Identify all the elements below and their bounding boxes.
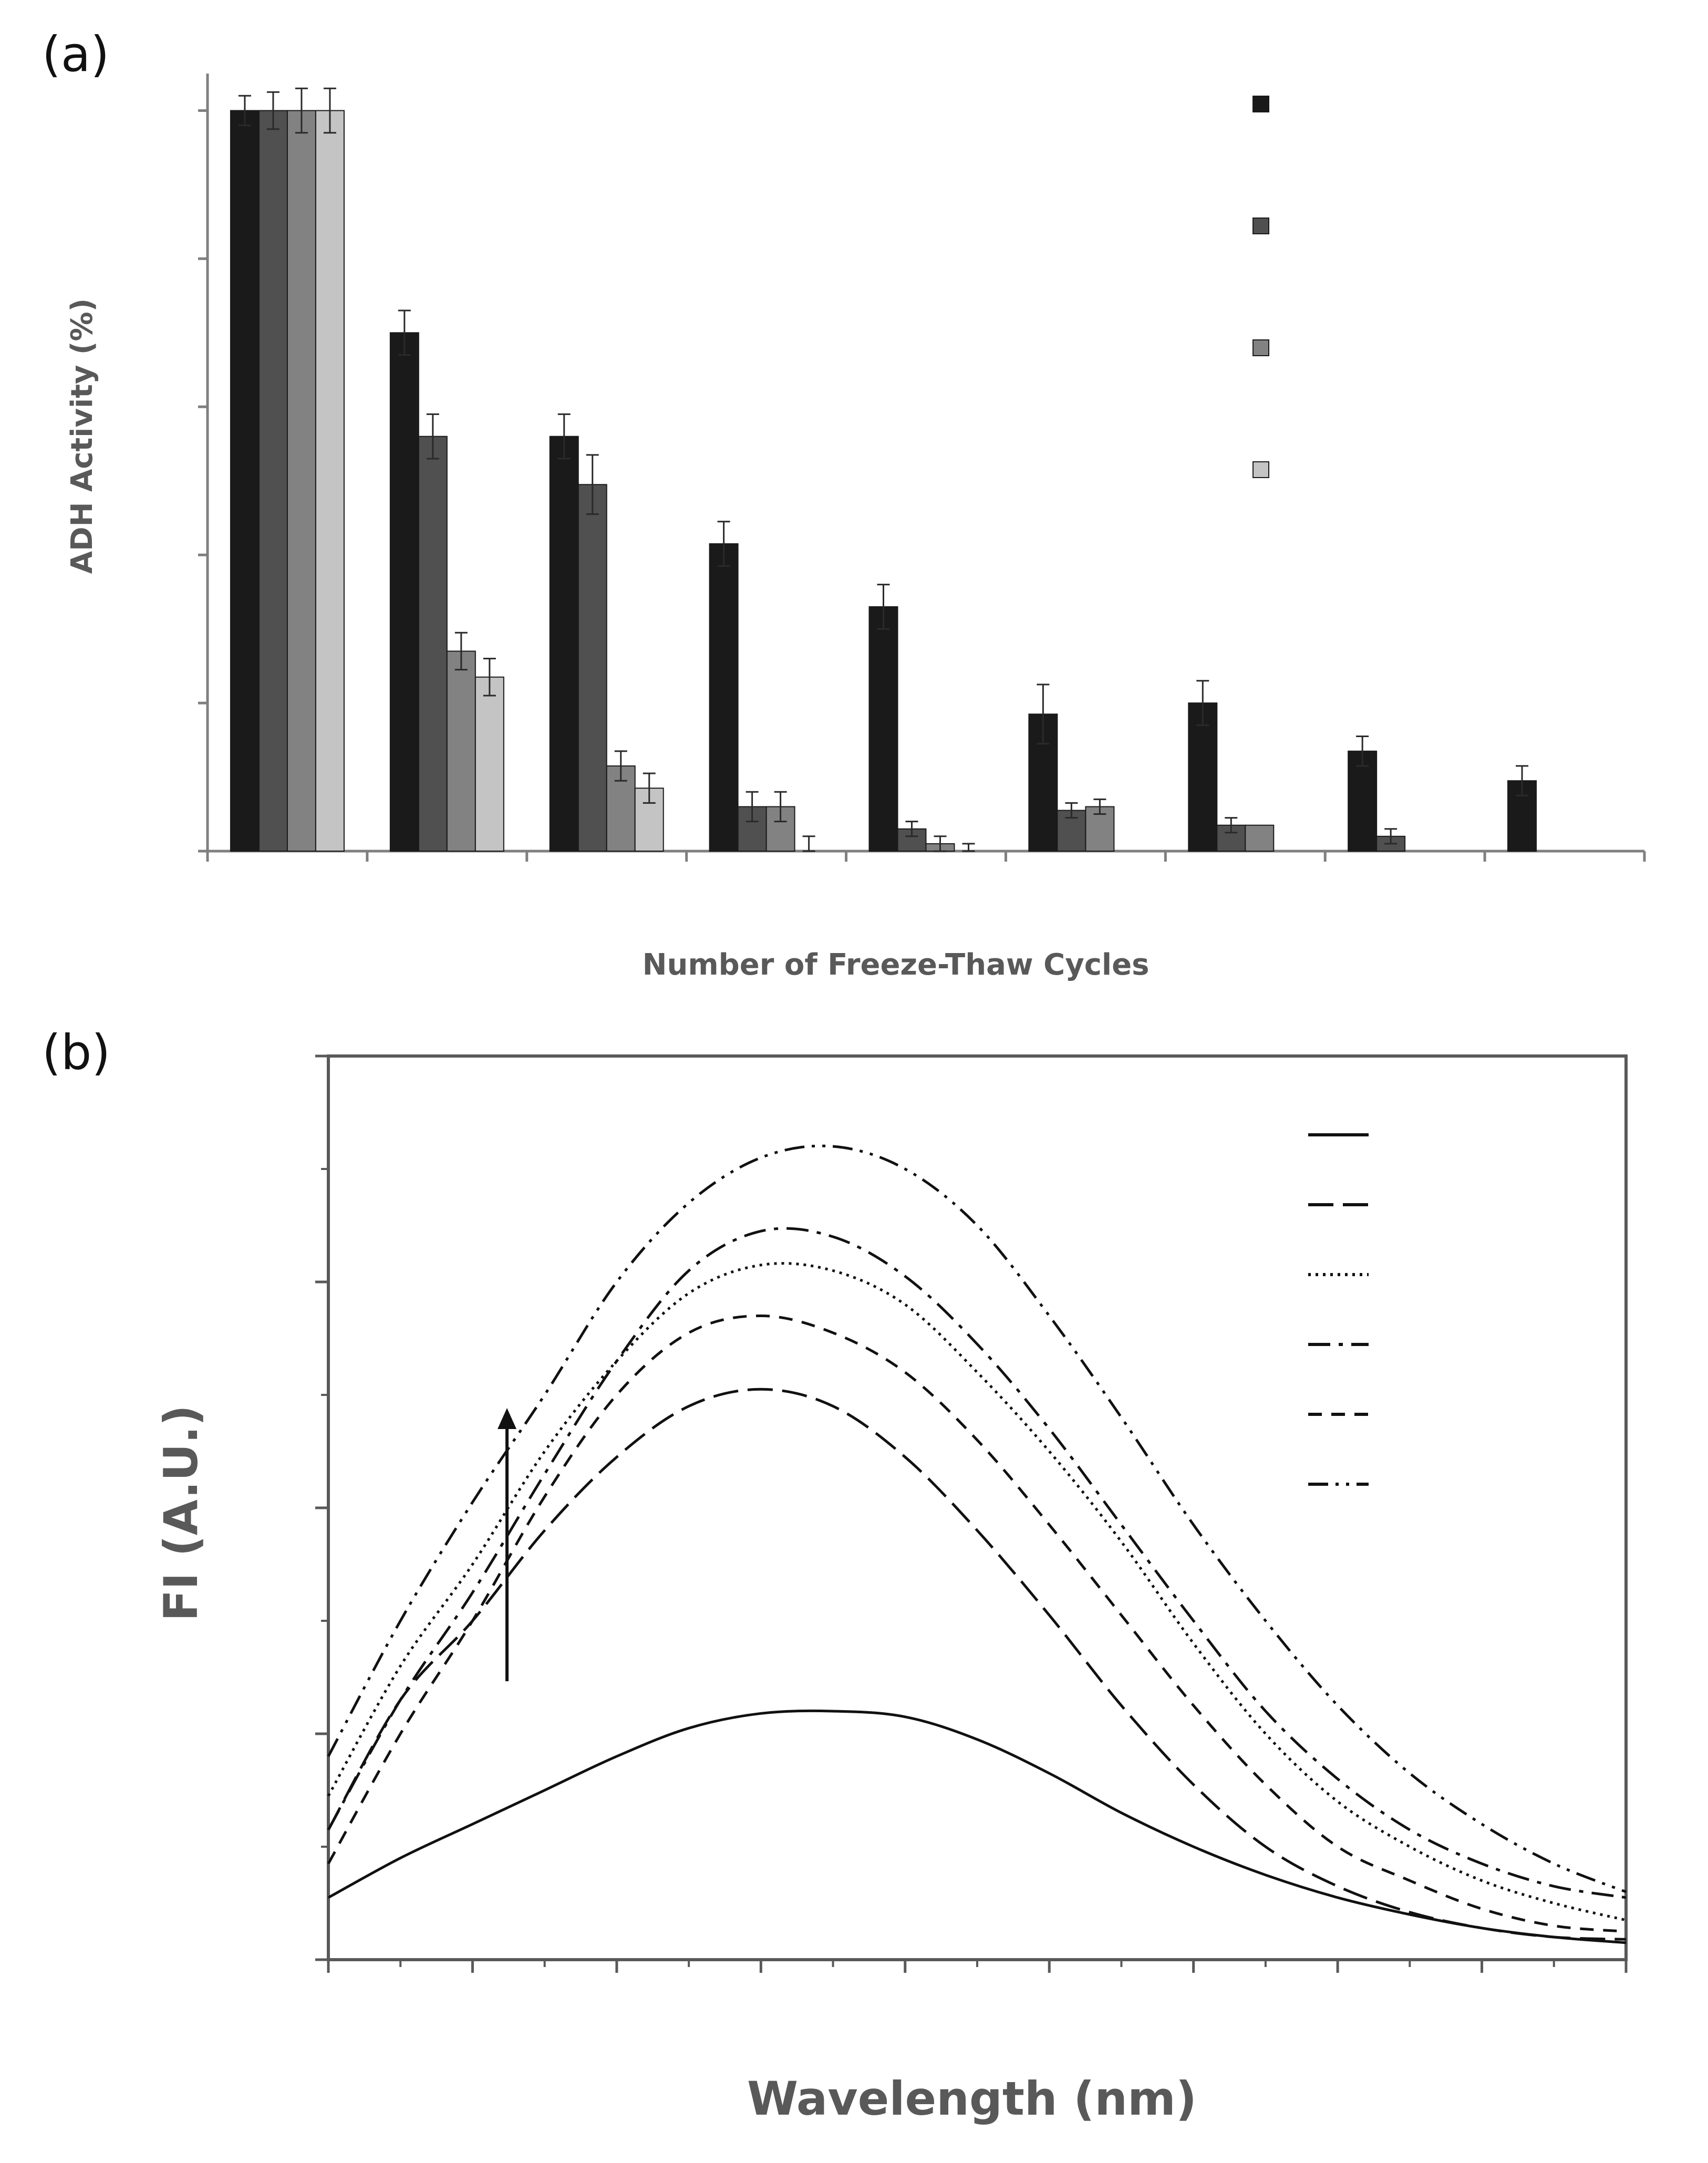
panel-a-y-axis-title: ADH Activity (%) (65, 298, 99, 574)
panel-b-line-chart: (b) FI (A.U.) Wavelength (nm) (42, 1024, 1628, 2126)
panel-a-x-axis-title: Number of Freeze-Thaw Cycles (643, 948, 1150, 982)
panel-b-annotation-arrow (498, 1408, 516, 1681)
panel-a-error-bars (238, 87, 1529, 852)
panel-b-y-axis-title: FI (A.U.) (154, 1405, 208, 1621)
panel-a-bar (577, 484, 607, 852)
panel-b-legend (1308, 1133, 1369, 1486)
panel-a-bar-chart: (a) ADH Activity (%) Number of Freeze-Th… (42, 26, 1646, 982)
panel-a-bar (258, 110, 288, 852)
panel-a-bars (230, 110, 1537, 852)
panel-b-series-line-adh-5 (327, 1144, 1627, 1893)
panel-b-series-line-adh-0 (327, 1709, 1627, 1944)
panel-b-axes (315, 1054, 1628, 1973)
panel-b-x-axis-title: Wavelength (nm) (747, 2072, 1197, 2126)
panel-a-bar (230, 110, 260, 852)
panel-a-bar (1348, 750, 1378, 852)
panel-a-bar (868, 606, 898, 852)
panel-b-lines (327, 1144, 1627, 1944)
panel-b-arrow-head (498, 1408, 516, 1429)
panel-a-bar (1245, 824, 1275, 852)
panel-b-series-line-adh-4 (327, 1314, 1627, 1933)
panel-a-legend-swatch (1252, 96, 1269, 112)
panel-a-bar (474, 676, 504, 852)
panel-a-bar (389, 332, 419, 852)
panel-a-legend-swatch (1252, 339, 1269, 356)
panel-a-bar (446, 650, 476, 852)
panel-a-bar (418, 436, 448, 852)
panel-a-bar (286, 110, 316, 852)
panel-label-a: (a) (42, 26, 109, 82)
panel-b-series-line-adh-1 (327, 1388, 1627, 1941)
panel-a-legend-swatch (1252, 461, 1269, 478)
panel-label-b: (b) (42, 1024, 110, 1081)
panel-a-bar (549, 436, 579, 852)
panel-a-legend-swatch (1252, 218, 1269, 234)
panel-a-legend (1252, 96, 1269, 478)
panel-a-bar (315, 110, 345, 852)
panel-a-bar (1188, 702, 1218, 852)
panel-b-series-line-adh-2 (327, 1262, 1627, 1922)
panel-a-bar (709, 543, 739, 852)
